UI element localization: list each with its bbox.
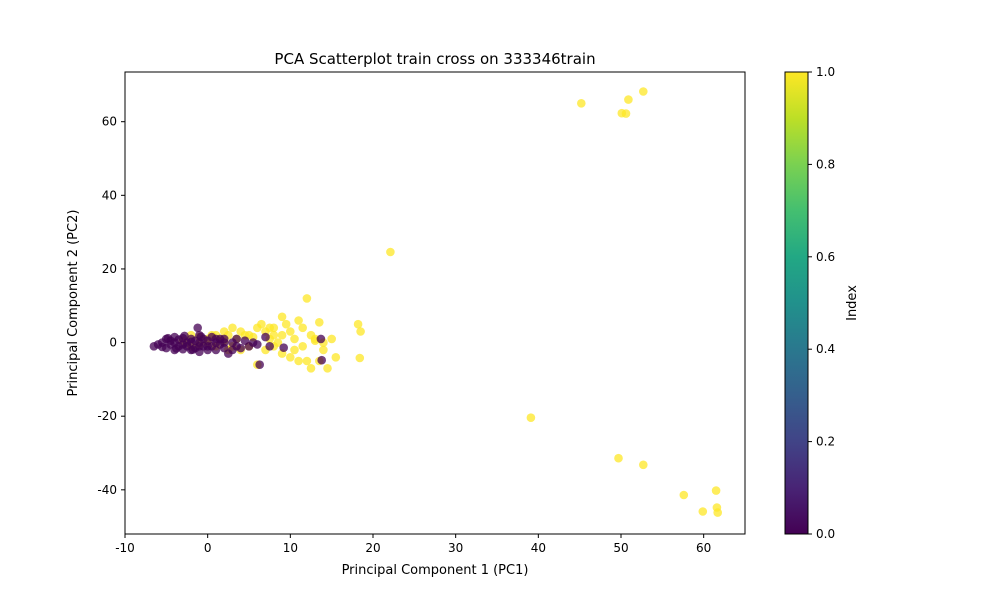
scatter-point [614,453,623,463]
scatter-point [319,345,328,355]
colorbar [784,71,809,535]
scatter-point [294,356,303,366]
scatter-point [315,318,324,327]
y-tick-label: -20 [97,409,117,423]
scatter-point [711,486,721,495]
x-axis-label: Principal Component 1 (PC1) [342,563,529,578]
scatter-point [286,327,295,336]
colorbar-tick-label: 0.4 [816,342,835,356]
scatter-point [157,342,167,352]
scatter-point [286,353,295,362]
scatter-point [193,323,202,333]
y-tick-label: 0 [109,336,117,350]
scatter-point [186,337,196,347]
scatter-point [302,356,312,366]
scatter-point [172,344,181,353]
scatter-point [298,323,308,333]
x-tick-label: -10 [115,541,135,555]
y-axis-label: Principal Component 2 (PC2) [66,210,81,397]
scatter-point [621,109,631,118]
scatter-point [219,334,229,344]
x-tick-label: 40 [531,541,546,555]
scatter-point [261,332,270,342]
scatter-point [356,327,365,336]
scatter-point [277,312,287,322]
scatter-point [331,353,341,362]
scatter-point [327,334,337,344]
scatter-point [317,355,327,365]
colorbar-tick-label: 1.0 [816,65,835,79]
scatter-point [355,353,365,363]
scatter-point [163,333,173,343]
scatter-point [257,319,266,329]
colorbar-tick-label: 0.2 [816,435,835,449]
y-tick-label: 60 [102,115,117,129]
scatter-point [178,340,188,349]
colorbar-tick-label: 0.0 [816,527,835,541]
scatter-point [698,507,708,516]
scatter-point [236,343,245,353]
x-tick-label: 30 [448,541,463,555]
scatter-point [281,319,291,329]
y-axis-ticks: -40 -20 0 20 40 60 [97,115,125,497]
scatter-point [232,334,241,344]
scatter-point [269,323,279,333]
scatter-point [180,331,189,341]
scatter-point [228,323,237,333]
scatter-point [386,247,395,257]
colorbar-ticks: 0.0 0.2 0.4 0.6 0.8 1.0 [808,65,835,541]
x-tick-label: 60 [696,541,711,555]
plot-frame [124,71,746,535]
scatter-point [577,99,586,108]
scatter-point [713,508,722,517]
scatter-point [526,413,536,423]
scatter-point [255,360,264,370]
y-tick-label: -40 [97,483,117,497]
scatter-point [306,364,316,373]
scatter-point [298,342,308,351]
colorbar-tick-label: 0.6 [816,250,835,264]
scatter-point [203,342,212,351]
scatter-point [639,460,648,470]
scatter-point [679,490,689,500]
scatter-point [196,332,206,342]
scatter-point [290,345,299,355]
scatter-point [195,342,204,351]
scatter-point [302,294,312,303]
scatter-point [316,334,326,344]
scatter-points [149,87,722,517]
colorbar-tick-label: 0.8 [816,157,835,171]
scatter-point [353,319,363,329]
chart-title: PCA Scatterplot train cross on 333346tra… [274,50,595,68]
x-tick-label: 0 [204,541,212,555]
scatter-point [624,95,633,104]
x-tick-label: 10 [283,541,298,555]
scatter-point [188,345,198,354]
scatter-point [252,340,262,349]
y-tick-label: 20 [102,262,117,276]
scatter-point [323,364,332,373]
x-axis-ticks: -10 0 10 20 30 40 50 60 [115,534,711,555]
y-tick-label: 40 [102,188,117,202]
colorbar-label: Index [845,285,860,321]
scatter-point [265,342,275,351]
scatter-point [277,330,287,340]
scatter-point [279,343,289,353]
x-tick-label: 50 [613,541,628,555]
scatter-point [639,87,648,96]
scatter-point [211,334,221,344]
x-tick-label: 20 [365,541,380,555]
scatter-point [290,334,299,344]
scatter-point [294,316,303,325]
